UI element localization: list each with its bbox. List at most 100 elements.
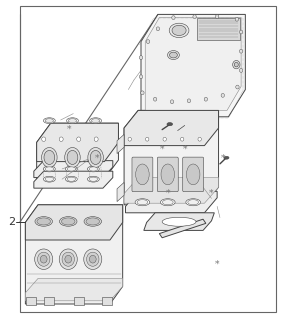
Ellipse shape (167, 123, 173, 126)
Circle shape (42, 137, 46, 141)
Ellipse shape (65, 166, 77, 172)
Ellipse shape (88, 148, 103, 167)
Ellipse shape (162, 200, 173, 205)
Ellipse shape (168, 51, 179, 60)
Text: *: * (215, 260, 219, 268)
Ellipse shape (90, 118, 102, 124)
Polygon shape (25, 205, 123, 304)
Ellipse shape (172, 25, 186, 36)
Circle shape (59, 137, 63, 141)
Circle shape (172, 16, 175, 20)
Circle shape (233, 60, 240, 69)
Ellipse shape (44, 150, 55, 164)
Polygon shape (197, 18, 240, 40)
Circle shape (62, 252, 74, 266)
Polygon shape (25, 278, 123, 301)
Circle shape (141, 91, 144, 95)
Bar (74, 297, 84, 305)
Circle shape (236, 85, 239, 89)
Polygon shape (117, 182, 124, 202)
Ellipse shape (169, 52, 177, 58)
Circle shape (84, 249, 102, 269)
Ellipse shape (89, 167, 98, 171)
Ellipse shape (61, 218, 75, 225)
Ellipse shape (186, 199, 201, 206)
FancyBboxPatch shape (183, 157, 204, 192)
Ellipse shape (87, 176, 99, 182)
Circle shape (146, 137, 149, 141)
Polygon shape (37, 123, 118, 179)
Ellipse shape (137, 200, 148, 205)
Circle shape (163, 137, 166, 141)
Circle shape (239, 30, 243, 34)
Circle shape (87, 252, 99, 266)
Text: *: * (182, 144, 187, 153)
Circle shape (77, 137, 81, 141)
Ellipse shape (65, 148, 80, 167)
Bar (102, 297, 112, 305)
FancyBboxPatch shape (132, 157, 153, 192)
Circle shape (40, 255, 47, 263)
Ellipse shape (160, 199, 175, 206)
Polygon shape (125, 191, 217, 213)
Polygon shape (145, 18, 241, 110)
Circle shape (215, 15, 219, 19)
Ellipse shape (65, 176, 77, 182)
Ellipse shape (162, 217, 196, 226)
Ellipse shape (45, 119, 54, 123)
Ellipse shape (60, 217, 77, 226)
Circle shape (239, 49, 243, 53)
Polygon shape (25, 205, 123, 240)
Text: *: * (160, 144, 164, 153)
Text: *: * (166, 189, 170, 198)
Circle shape (153, 97, 157, 101)
Text: *: * (67, 125, 71, 134)
Ellipse shape (91, 119, 100, 123)
Text: *: * (95, 154, 100, 163)
Circle shape (180, 137, 184, 141)
Text: *: * (209, 189, 214, 198)
Circle shape (235, 17, 239, 21)
Polygon shape (159, 219, 206, 238)
Circle shape (146, 40, 150, 44)
Ellipse shape (87, 166, 99, 172)
Circle shape (198, 137, 201, 141)
Circle shape (187, 99, 191, 103)
Ellipse shape (67, 177, 76, 181)
Ellipse shape (224, 156, 229, 159)
Polygon shape (141, 14, 245, 117)
Ellipse shape (45, 177, 54, 181)
Polygon shape (117, 134, 124, 154)
Circle shape (234, 62, 238, 67)
Circle shape (239, 68, 243, 72)
Ellipse shape (136, 164, 149, 185)
Circle shape (193, 15, 196, 19)
Circle shape (139, 56, 143, 60)
Ellipse shape (67, 167, 76, 171)
Polygon shape (124, 178, 219, 203)
FancyBboxPatch shape (157, 157, 178, 192)
Ellipse shape (186, 164, 200, 185)
Ellipse shape (135, 199, 150, 206)
Polygon shape (37, 123, 118, 162)
Circle shape (38, 252, 50, 266)
Ellipse shape (169, 23, 189, 37)
Ellipse shape (67, 150, 78, 164)
Circle shape (65, 255, 72, 263)
Polygon shape (124, 110, 219, 146)
Ellipse shape (41, 148, 57, 167)
Circle shape (94, 137, 98, 141)
Text: *: * (221, 154, 225, 163)
Circle shape (204, 97, 208, 101)
Circle shape (139, 75, 143, 79)
Ellipse shape (37, 218, 50, 225)
Circle shape (35, 249, 53, 269)
Ellipse shape (90, 150, 101, 164)
Ellipse shape (68, 119, 77, 123)
Ellipse shape (35, 217, 52, 226)
Ellipse shape (161, 164, 175, 185)
Circle shape (221, 93, 224, 97)
Ellipse shape (45, 167, 54, 171)
Bar (26, 297, 36, 305)
Ellipse shape (89, 177, 98, 181)
